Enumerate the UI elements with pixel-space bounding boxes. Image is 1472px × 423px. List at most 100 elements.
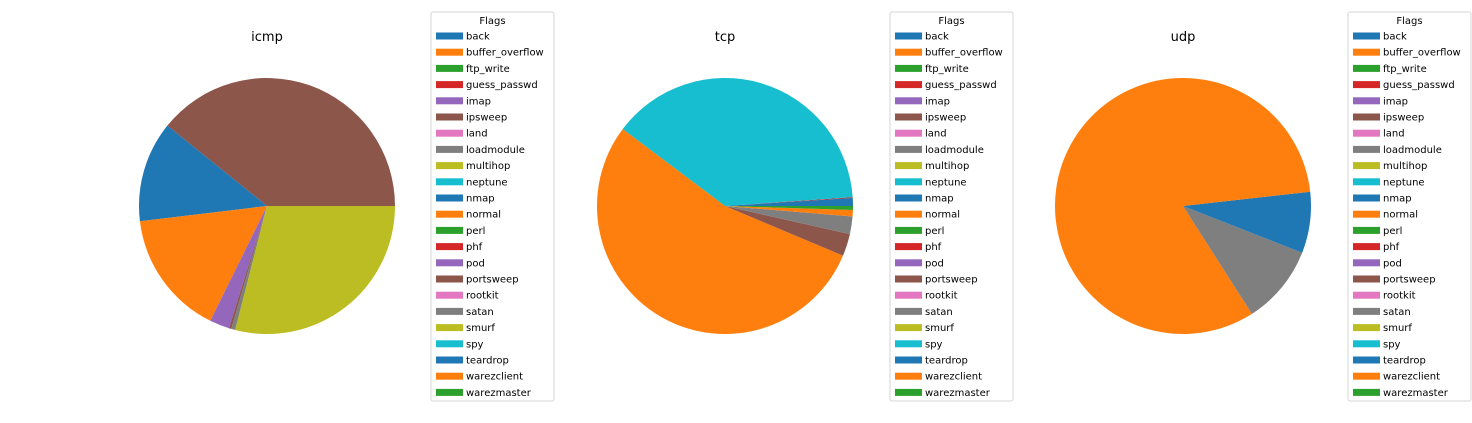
legend-swatch-portsweep <box>436 275 463 283</box>
legend-label-multihop: multihop <box>1383 161 1427 172</box>
legend-label-warezclient: warezclient <box>1383 372 1440 383</box>
legend-title: Flags <box>1396 16 1422 27</box>
chart-title: icmp <box>251 30 283 45</box>
legend-label-portsweep: portsweep <box>925 275 978 286</box>
legend-swatch-multihop <box>1353 162 1380 170</box>
legend-swatch-land <box>895 129 922 137</box>
legend-label-ftp_write: ftp_write <box>925 64 969 75</box>
legend-label-normal: normal <box>466 210 501 221</box>
legend-label-back: back <box>1383 32 1407 43</box>
legend-swatch-loadmodule <box>895 145 922 153</box>
legend-label-buffer_overflow: buffer_overflow <box>466 48 544 59</box>
legend-label-nmap: nmap <box>925 194 954 205</box>
legend-label-warezclient: warezclient <box>466 372 523 383</box>
pie-slice-normal <box>139 206 267 321</box>
legend-label-guess_passwd: guess_passwd <box>1383 80 1455 91</box>
legend-swatch-phf <box>1353 243 1380 251</box>
legend-label-pod: pod <box>466 258 485 269</box>
legend-swatch-imap <box>895 97 922 105</box>
legend-swatch-pod <box>436 259 463 267</box>
legend-label-imap: imap <box>925 96 950 107</box>
legend-label-ftp_write: ftp_write <box>466 64 510 75</box>
legend-swatch-perl <box>895 226 922 234</box>
legend-swatch-spy <box>436 340 463 348</box>
legend-frame <box>889 11 1014 402</box>
legend-swatch-teardrop <box>436 356 463 364</box>
legend-label-ipsweep: ipsweep <box>925 113 966 124</box>
legend-swatch-satan <box>1353 307 1380 315</box>
chart-title: tcp <box>715 30 736 45</box>
legend-swatch-ftp_write <box>895 64 922 72</box>
pie-slice-back <box>725 197 853 206</box>
legend-label-ipsweep: ipsweep <box>466 113 507 124</box>
legend-swatch-spy <box>1353 340 1380 348</box>
legend-swatch-smurf <box>895 324 922 332</box>
legend-label-teardrop: teardrop <box>466 356 509 367</box>
legend-label-land: land <box>925 129 947 140</box>
pie-slice-nmap <box>139 125 267 222</box>
pie-slice-satan <box>231 206 267 330</box>
pie-slice-nmap <box>1183 191 1312 206</box>
legend-label-smurf: smurf <box>466 323 495 334</box>
legend-label-imap: imap <box>1383 96 1408 107</box>
legend-swatch-neptune <box>1353 178 1380 186</box>
chart-title: udp <box>1171 30 1196 45</box>
legend-swatch-teardrop <box>895 356 922 364</box>
legend-swatch-imap <box>436 97 463 105</box>
legend-swatch-guess_passwd <box>1353 81 1380 89</box>
legend: Flags back buffer_overflow ftp_write guess_p… <box>1347 11 1472 402</box>
legend-swatch-neptune <box>895 178 922 186</box>
legend-swatch-phf <box>436 243 463 251</box>
legend-swatch-portsweep <box>895 275 922 283</box>
legend-swatch-nmap <box>895 194 922 202</box>
pie-slice-smurf <box>235 206 395 335</box>
pie-slice-warezmaster <box>725 206 854 211</box>
legend-label-portsweep: portsweep <box>466 275 519 286</box>
legend-swatch-warezmaster <box>895 388 922 396</box>
legend-label-land: land <box>1383 129 1405 140</box>
pie-slice-ipsweep <box>167 78 395 206</box>
legend-swatch-warezclient <box>436 372 463 380</box>
legend-swatch-rootkit <box>1353 291 1380 299</box>
legend-swatch-back <box>436 32 463 40</box>
legend-label-neptune: neptune <box>1383 177 1425 188</box>
legend-swatch-buffer_overflow <box>895 48 922 56</box>
pie-slice-neptune <box>622 78 853 206</box>
legend-swatch-warezclient <box>895 372 922 380</box>
legend-label-phf: phf <box>466 242 483 253</box>
legend-swatch-loadmodule <box>436 145 463 153</box>
legend-label-spy: spy <box>1383 339 1401 350</box>
legend-label-phf: phf <box>925 242 942 253</box>
legend-swatch-back <box>1353 32 1380 40</box>
legend-swatch-pod <box>1353 259 1380 267</box>
legend-swatch-back <box>895 32 922 40</box>
legend-swatch-buffer_overflow <box>436 48 463 56</box>
legend-swatch-imap <box>1353 97 1380 105</box>
legend-label-warezmaster: warezmaster <box>466 388 532 399</box>
legend-label-rootkit: rootkit <box>925 291 958 302</box>
legend-swatch-buffer_overflow <box>1353 48 1380 56</box>
legend-label-warezmaster: warezmaster <box>925 388 991 399</box>
legend-title: Flags <box>479 16 505 27</box>
pie-slice-warezclient <box>725 206 853 217</box>
legend-swatch-teardrop <box>1353 356 1380 364</box>
pie-chart-tcp: tcp Flags back buffer_overflow ftp_writegues… <box>596 11 1014 402</box>
legend-swatch-warezmaster <box>1353 388 1380 396</box>
legend-swatch-warezmaster <box>436 388 463 396</box>
legend-label-ipsweep: ipsweep <box>1383 113 1424 124</box>
legend-swatch-satan <box>895 307 922 315</box>
legend-swatch-spy <box>895 340 922 348</box>
legend-swatch-loadmodule <box>1353 145 1380 153</box>
legend-swatch-neptune <box>436 178 463 186</box>
legend: Flags back buffer_overflow ftp_write guess_p… <box>889 11 1014 402</box>
legend-swatch-smurf <box>1353 324 1380 332</box>
legend-swatch-ipsweep <box>436 113 463 121</box>
legend-label-multihop: multihop <box>466 161 510 172</box>
legend-swatch-perl <box>436 226 463 234</box>
legend-label-loadmodule: loadmodule <box>925 145 984 156</box>
legend-swatch-multihop <box>436 162 463 170</box>
legend-label-warezclient: warezclient <box>925 372 982 383</box>
legend-swatch-nmap <box>1353 194 1380 202</box>
pie-slice-satan <box>1183 206 1303 314</box>
legend-label-portsweep: portsweep <box>1383 275 1436 286</box>
